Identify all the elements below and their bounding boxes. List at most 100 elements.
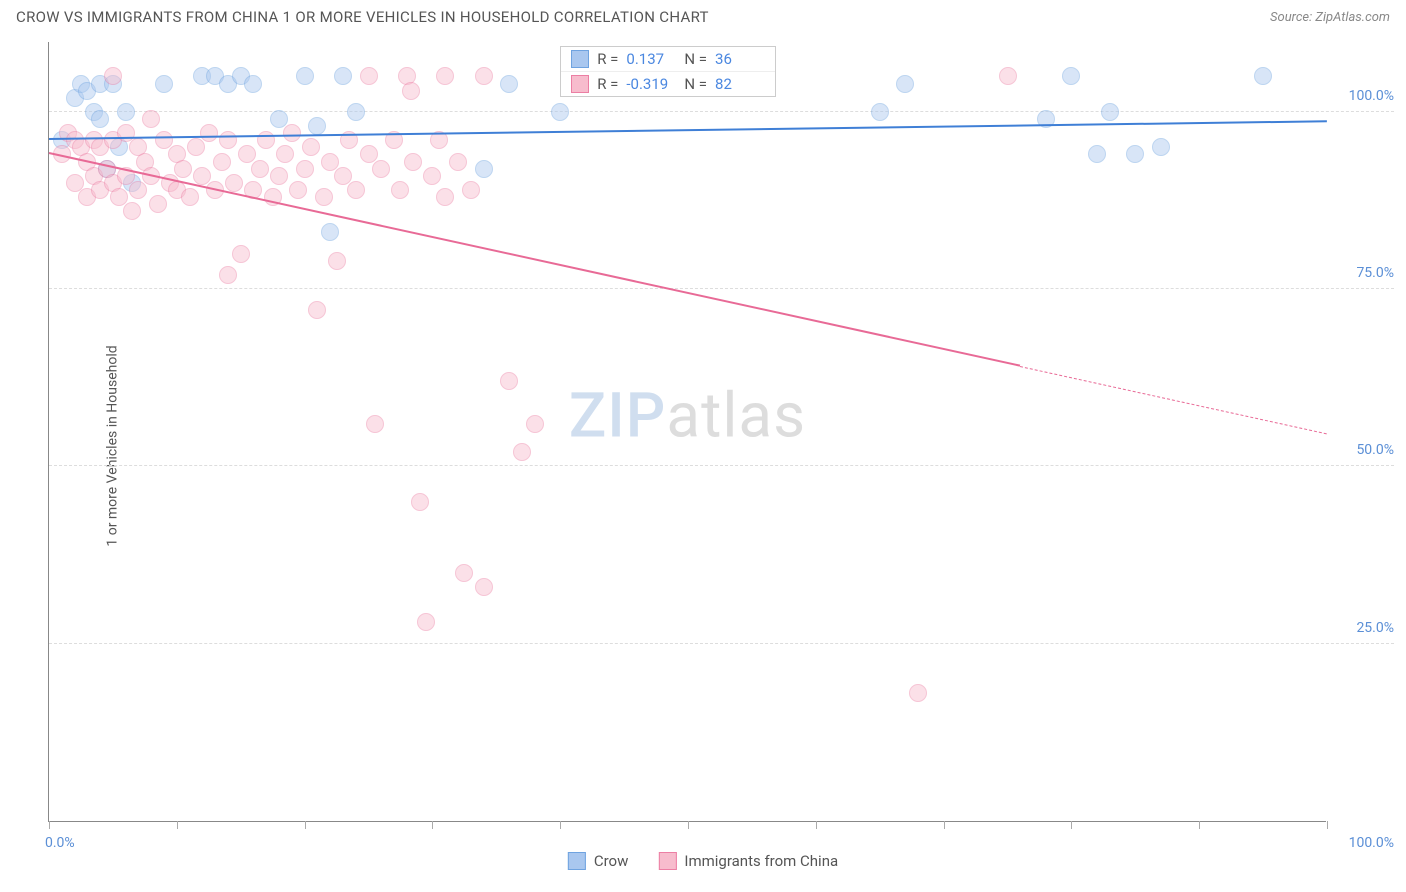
x-tick — [688, 821, 689, 829]
data-point — [500, 75, 518, 93]
data-point — [475, 160, 493, 178]
x-tick — [1071, 821, 1072, 829]
stats-row: R =0.137N =36 — [561, 47, 775, 71]
data-point — [1062, 67, 1080, 85]
legend-swatch — [658, 852, 676, 870]
grid-line — [49, 111, 1394, 112]
legend-item: Immigrants from China — [658, 852, 838, 870]
data-point — [411, 493, 429, 511]
data-point — [896, 75, 914, 93]
data-point — [391, 181, 409, 199]
data-point — [219, 131, 237, 149]
data-point — [213, 153, 231, 171]
data-point — [526, 415, 544, 433]
data-point — [104, 67, 122, 85]
x-tick — [305, 821, 306, 829]
data-point — [500, 372, 518, 390]
n-label: N = — [684, 50, 707, 68]
data-point — [328, 252, 346, 270]
data-point — [91, 110, 109, 128]
data-point — [270, 167, 288, 185]
data-point — [289, 181, 307, 199]
x-tick — [1327, 821, 1328, 829]
x-tick — [432, 821, 433, 829]
r-value: 0.137 — [626, 50, 676, 68]
data-point — [462, 181, 480, 199]
data-point — [475, 67, 493, 85]
n-value: 36 — [715, 50, 765, 68]
r-label: R = — [597, 75, 618, 93]
data-point — [871, 103, 889, 121]
data-point — [449, 153, 467, 171]
data-point — [181, 188, 199, 206]
x-tick — [49, 821, 50, 829]
data-point — [1126, 145, 1144, 163]
data-point — [436, 188, 454, 206]
data-point — [1101, 103, 1119, 121]
series-swatch — [571, 75, 589, 93]
chart-title: CROW VS IMMIGRANTS FROM CHINA 1 OR MORE … — [16, 8, 709, 26]
n-value: 82 — [715, 75, 765, 93]
data-point — [308, 117, 326, 135]
data-point — [200, 124, 218, 142]
data-point — [360, 67, 378, 85]
stats-box: R = 0.137 N = 36 R = -0.319 N = 82 — [560, 46, 776, 97]
n-label: N = — [684, 75, 707, 93]
data-point — [402, 82, 420, 100]
data-point — [436, 67, 454, 85]
y-tick-label: 75.0% — [1334, 265, 1394, 281]
data-point — [417, 613, 435, 631]
grid-line — [49, 288, 1394, 289]
data-point — [276, 145, 294, 163]
x-tick — [944, 821, 945, 829]
r-value: -0.319 — [626, 75, 676, 93]
legend-label: Immigrants from China — [684, 852, 838, 870]
data-point — [551, 103, 569, 121]
data-point — [315, 188, 333, 206]
data-point — [302, 138, 320, 156]
data-point — [366, 415, 384, 433]
data-point — [999, 67, 1017, 85]
x-tick — [816, 821, 817, 829]
data-point — [372, 160, 390, 178]
scatter-chart: ZIPatlas 25.0%50.0%75.0%100.0%0.0%100.0%… — [48, 42, 1326, 822]
series-swatch — [571, 50, 589, 68]
data-point — [1254, 67, 1272, 85]
data-point — [155, 75, 173, 93]
x-tick — [560, 821, 561, 829]
grid-line — [49, 465, 1394, 466]
data-point — [455, 564, 473, 582]
data-point — [187, 138, 205, 156]
legend-label: Crow — [594, 852, 629, 870]
data-point — [404, 153, 422, 171]
source-label: Source: ZipAtlas.com — [1270, 10, 1390, 25]
data-point — [308, 301, 326, 319]
data-point — [123, 202, 141, 220]
y-tick-label: 100.0% — [1334, 88, 1394, 104]
data-point — [347, 103, 365, 121]
data-point — [225, 174, 243, 192]
trend-line — [49, 152, 1021, 367]
data-point — [347, 181, 365, 199]
data-point — [283, 124, 301, 142]
grid-line — [49, 643, 1394, 644]
data-point — [334, 67, 352, 85]
watermark: ZIPatlas — [569, 379, 806, 452]
data-point — [117, 103, 135, 121]
trend-line — [49, 121, 1327, 141]
data-point — [149, 195, 167, 213]
data-point — [251, 160, 269, 178]
trend-line — [1020, 366, 1327, 434]
y-tick-label: 25.0% — [1334, 620, 1394, 636]
data-point — [219, 266, 237, 284]
data-point — [296, 160, 314, 178]
data-point — [174, 160, 192, 178]
data-point — [1152, 138, 1170, 156]
data-point — [244, 75, 262, 93]
x-tick-label: 0.0% — [45, 835, 75, 851]
data-point — [296, 67, 314, 85]
x-tick-label: 100.0% — [1349, 835, 1394, 851]
data-point — [129, 181, 147, 199]
stats-row: R = -0.319 N = 82 — [561, 71, 775, 96]
data-point — [423, 167, 441, 185]
